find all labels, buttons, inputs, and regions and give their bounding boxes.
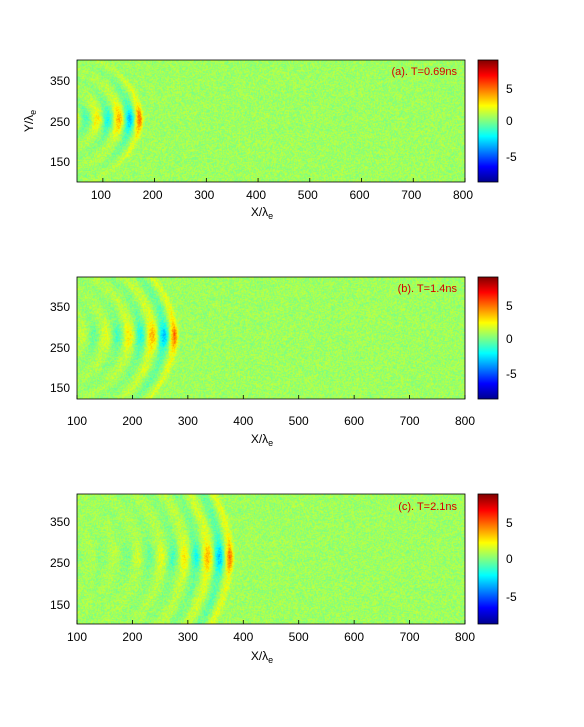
panel-b: (b). T=1.4ns 100 200 300 400 500 600 700… (50, 276, 517, 448)
colorbar-c: 5 0 -5 (477, 493, 517, 625)
x-axis-label: X/λe (251, 649, 273, 665)
colorbar-tick-label: -5 (506, 150, 517, 164)
x-tick-label: 600 (344, 630, 364, 644)
y-tick-label: 150 (50, 381, 70, 395)
x-tick-label: 800 (453, 188, 473, 202)
x-axis-label: X/λe (251, 432, 273, 448)
plot-frame-c (76, 493, 466, 625)
x-axis-label: X/λe (251, 205, 273, 221)
colorbar-tick-label: -5 (506, 590, 517, 604)
colorbar-gradient-a (477, 59, 499, 183)
heatmap-a (77, 60, 465, 182)
x-tick-label: 700 (401, 188, 421, 202)
x-tick-marks-c (76, 620, 466, 624)
colorbar-tick-label: 5 (506, 299, 513, 313)
x-tick-label: 300 (178, 414, 198, 428)
y-axis-label: Y/λe (22, 110, 38, 132)
y-tick-label: 150 (50, 598, 70, 612)
heatmap-c (77, 494, 465, 624)
panel-c: (c). T=2.1ns 100 200 300 400 500 600 700… (50, 493, 517, 665)
x-axis-b: 100 200 300 400 500 600 700 800 X/λe (67, 395, 475, 448)
x-tick-label: 100 (67, 630, 87, 644)
x-tick-label: 400 (246, 188, 266, 202)
x-tick-label: 500 (298, 188, 318, 202)
x-tick-label: 600 (349, 188, 369, 202)
x-tick-label: 400 (233, 414, 253, 428)
colorbar-tick-label: -5 (506, 367, 517, 381)
y-tick-label: 150 (50, 155, 70, 169)
x-tick-label: 300 (178, 630, 198, 644)
y-axis-b: 150 250 350 (50, 300, 70, 395)
colorbar-b: 5 0 -5 (477, 276, 517, 400)
x-tick-label: 200 (122, 414, 142, 428)
colorbar-tick-label: 0 (506, 552, 513, 566)
panel-annotation-c: (c). T=2.1ns (398, 501, 457, 513)
y-tick-label: 250 (50, 556, 70, 570)
x-axis-a: 100 200 300 400 500 600 700 800 X/λe (91, 178, 473, 221)
colorbar-gradient-b (477, 276, 499, 400)
x-tick-label: 100 (67, 414, 87, 428)
y-axis-c: 150 250 350 (50, 515, 70, 612)
colorbar-a: 5 0 -5 (477, 59, 517, 183)
x-tick-label: 200 (143, 188, 163, 202)
x-tick-label: 500 (289, 630, 309, 644)
x-tick-marks-b (76, 395, 466, 399)
y-tick-label: 250 (50, 341, 70, 355)
colorbar-tick-label: 0 (506, 332, 513, 346)
x-tick-label: 800 (455, 630, 475, 644)
x-tick-label: 500 (289, 414, 309, 428)
x-tick-label: 800 (455, 414, 475, 428)
y-tick-label: 350 (50, 300, 70, 314)
x-tick-label: 700 (400, 630, 420, 644)
x-tick-label: 200 (122, 630, 142, 644)
panel-annotation-b: (b). T=1.4ns (398, 283, 458, 295)
x-tick-label: 400 (233, 630, 253, 644)
plot-frame-a (76, 59, 466, 183)
colorbar-tick-label: 0 (506, 114, 513, 128)
x-tick-label: 600 (344, 414, 364, 428)
x-tick-label: 300 (194, 188, 214, 202)
y-axis-a: 150 250 350 Y/λe (22, 74, 70, 169)
x-tick-label: 100 (91, 188, 111, 202)
colorbar-gradient-c (477, 493, 499, 625)
x-tick-marks-a (102, 178, 466, 182)
y-tick-label: 250 (50, 115, 70, 129)
colorbar-tick-label: 5 (506, 82, 513, 96)
panel-a: (a). T=0.69ns 100 200 300 400 500 600 70… (22, 59, 517, 221)
heatmap-b (77, 277, 465, 399)
plot-frame-b (76, 276, 466, 400)
panel-annotation-a: (a). T=0.69ns (391, 66, 457, 78)
y-tick-label: 350 (50, 515, 70, 529)
x-axis-c: 100 200 300 400 500 600 700 800 X/λe (67, 620, 475, 665)
x-tick-label: 700 (400, 414, 420, 428)
colorbar-tick-label: 5 (506, 516, 513, 530)
y-tick-label: 350 (50, 74, 70, 88)
